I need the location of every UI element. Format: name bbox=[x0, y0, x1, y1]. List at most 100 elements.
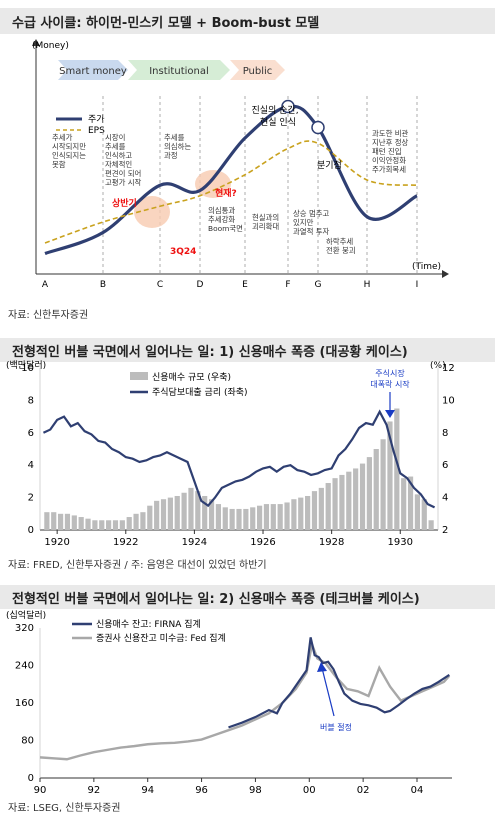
margin-volume-bar bbox=[332, 478, 338, 530]
legend-bar-label: 신용매수 규모 (우축) bbox=[152, 372, 231, 383]
margin-volume-bar bbox=[421, 499, 427, 530]
x-tick-label: C bbox=[157, 280, 163, 290]
hyman-minsky-chart: (Money) (Time) Smart money Institutional Pub… bbox=[32, 39, 449, 290]
margin-volume-bar bbox=[263, 504, 270, 530]
margin-volume-bar bbox=[126, 517, 132, 530]
unit-label: (십억달러) bbox=[6, 610, 46, 621]
phase-note: 현실과의 괴리확대 bbox=[252, 213, 279, 231]
legend-line-label: 주식담보대출 금리 (좌축) bbox=[152, 386, 248, 398]
phase-note: 과도한 비관 지난후 정상 패턴 진입 이익안정화 주가회복세 bbox=[372, 129, 409, 174]
margin-volume-bar bbox=[394, 408, 400, 530]
x-tick-label: 90 bbox=[34, 785, 47, 796]
margin-volume-bar bbox=[202, 495, 208, 530]
y-right-tick-label: 12 bbox=[442, 363, 455, 374]
finra-margin-line bbox=[228, 637, 450, 729]
margin-volume-bar bbox=[44, 512, 50, 530]
phase-note: 시장이 추세를 인식하고 자체적인 편견이 되어 고평가 시작 bbox=[105, 133, 142, 187]
margin-volume-bar bbox=[414, 494, 421, 530]
margin-volume-bar bbox=[380, 439, 386, 530]
x-tick-label: 1922 bbox=[113, 537, 138, 548]
eps-line bbox=[44, 140, 418, 244]
y-tick-label: 320 bbox=[15, 623, 34, 634]
x-tick-label: 98 bbox=[249, 785, 262, 796]
x-tick-label: 1930 bbox=[388, 537, 413, 548]
margin-volume-bar bbox=[298, 497, 304, 530]
x-tick-label: 96 bbox=[195, 785, 208, 796]
panel1-title: 수급 사이클: 하이먼-민스키 모델 + Boom-bust 모델 bbox=[0, 8, 495, 34]
margin-volume-bar bbox=[243, 508, 249, 530]
margin-volume-bar bbox=[106, 520, 112, 530]
y-axis-label: (Money) bbox=[32, 41, 69, 51]
margin-volume-bar bbox=[373, 449, 379, 530]
quarter-marker bbox=[311, 120, 325, 135]
phase-note: 하락추세 전환 붕괴 bbox=[326, 237, 356, 255]
margin-volume-bar bbox=[51, 512, 57, 530]
callout-moment-line2: 현실 인식 bbox=[260, 117, 296, 128]
margin-volume-bar bbox=[229, 508, 235, 530]
y-right-tick-label: 6 bbox=[442, 460, 448, 471]
margin-volume-bar bbox=[208, 499, 215, 530]
phase-label: Smart money bbox=[59, 66, 127, 77]
x-tick-label: I bbox=[416, 280, 419, 290]
highlight-now bbox=[195, 170, 231, 198]
annotation-line2: 대폭락 시작 bbox=[370, 379, 410, 389]
y-tick-label: 160 bbox=[15, 698, 34, 709]
margin-volume-bar bbox=[291, 499, 297, 530]
phase-arrow bbox=[230, 60, 285, 80]
margin-volume-bar bbox=[92, 520, 98, 530]
y-axis-arrow bbox=[32, 39, 40, 46]
moment-of-truth-marker bbox=[281, 99, 295, 114]
callout-moment-line1: 진실의 순간, bbox=[251, 105, 298, 116]
collateral-loan-rate-line bbox=[42, 409, 436, 509]
callout-first-half: 상반기 bbox=[112, 197, 137, 209]
margin-volume-bar bbox=[270, 504, 276, 530]
x-tick-label: 1926 bbox=[250, 537, 275, 548]
tech-bubble-margin-chart: (십억달러) 0 80 160 240 320 90 92 94 96 98 00 02 04 신용매수 잔… bbox=[6, 610, 452, 796]
x-tick-label: 94 bbox=[141, 785, 154, 796]
margin-volume-bar bbox=[119, 520, 125, 530]
margin-volume-bar bbox=[181, 492, 187, 530]
panel2-source: 자료: FRED, 신한투자증권 / 주: 음영은 대선이 있었던 하반기 bbox=[8, 560, 267, 571]
margin-volume-bar bbox=[387, 421, 393, 530]
margin-volume-bar bbox=[401, 478, 407, 530]
margin-volume-bar bbox=[366, 457, 372, 530]
phase-note: 상승 멈추고 있지만 과열적 투자 bbox=[293, 209, 330, 236]
x-tick-label: 92 bbox=[87, 785, 100, 796]
annotation-line1: 주식시장 bbox=[375, 368, 405, 378]
margin-volume-bar bbox=[256, 505, 263, 530]
margin-volume-bar bbox=[133, 513, 139, 530]
margin-volume-bar bbox=[346, 471, 352, 530]
callout-now: 현재? bbox=[215, 187, 237, 199]
x-tick-label: 1920 bbox=[44, 537, 69, 548]
phase-label: Institutional bbox=[149, 66, 209, 77]
margin-volume-bar bbox=[250, 507, 256, 530]
highlight-first-half bbox=[134, 196, 170, 228]
great-depression-margin-chart: (백만달러) (%) 0 2 4 6 8 10 2 4 6 8 10 12 1920 1922 1924 1926… bbox=[6, 360, 455, 548]
y-tick-label: 80 bbox=[21, 736, 34, 747]
x-axis-arrow bbox=[442, 270, 449, 278]
y-right-tick-label: 10 bbox=[442, 395, 455, 406]
y-left-tick-label: 8 bbox=[28, 395, 34, 406]
margin-volume-bar bbox=[57, 513, 64, 530]
y-left-tick-label: 4 bbox=[28, 460, 34, 471]
x-tick-label: E bbox=[242, 280, 248, 290]
margin-volume-bar bbox=[99, 520, 105, 530]
y-right-tick-label: 4 bbox=[442, 493, 448, 504]
x-tick-label: F bbox=[285, 280, 290, 290]
margin-volume-bar bbox=[147, 505, 153, 530]
annotation-arrow-head bbox=[317, 662, 327, 672]
panel1-source: 자료: 신한투자증권 bbox=[8, 310, 89, 321]
legend-price-label: 주가 bbox=[88, 114, 105, 125]
left-unit-label: (백만달러) bbox=[6, 360, 46, 371]
margin-volume-bar bbox=[64, 513, 71, 530]
y-right-tick-label: 8 bbox=[442, 428, 448, 439]
margin-volume-bar bbox=[112, 520, 119, 530]
margin-volume-bar bbox=[407, 476, 414, 530]
annotation-label: 버블 절정 bbox=[320, 722, 352, 732]
right-unit-label: (%) bbox=[430, 361, 446, 371]
y-left-tick-label: 2 bbox=[28, 493, 34, 504]
margin-volume-bar bbox=[188, 487, 194, 530]
x-tick-label: H bbox=[364, 280, 371, 290]
margin-volume-bar bbox=[140, 512, 146, 530]
margin-volume-bar bbox=[236, 508, 242, 530]
